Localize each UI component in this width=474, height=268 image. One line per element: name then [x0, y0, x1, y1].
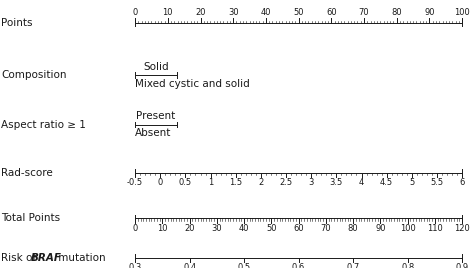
Text: 100: 100 — [454, 8, 470, 17]
Text: 0.6: 0.6 — [292, 263, 305, 268]
Text: 6: 6 — [459, 178, 465, 187]
Text: -0.5: -0.5 — [127, 178, 143, 187]
Text: 50: 50 — [293, 8, 304, 17]
Text: 60: 60 — [326, 8, 337, 17]
Text: Risk of: Risk of — [1, 253, 39, 263]
Text: Absent: Absent — [135, 128, 172, 138]
Text: 60: 60 — [293, 224, 304, 233]
Text: 0.5: 0.5 — [237, 263, 251, 268]
Text: 90: 90 — [375, 224, 386, 233]
Text: Total Points: Total Points — [1, 213, 60, 224]
Text: 80: 80 — [392, 8, 402, 17]
Text: 20: 20 — [195, 8, 206, 17]
Text: 0: 0 — [132, 224, 138, 233]
Text: Points: Points — [1, 18, 32, 28]
Text: 100: 100 — [400, 224, 416, 233]
Text: 5: 5 — [409, 178, 414, 187]
Text: BRAF: BRAF — [30, 253, 61, 263]
Text: 0.4: 0.4 — [183, 263, 196, 268]
Text: 70: 70 — [320, 224, 331, 233]
Text: Mixed cystic and solid: Mixed cystic and solid — [135, 79, 250, 88]
Text: 30: 30 — [228, 8, 238, 17]
Text: 70: 70 — [359, 8, 369, 17]
Text: 2.5: 2.5 — [280, 178, 292, 187]
Text: Rad-score: Rad-score — [1, 168, 53, 178]
Text: 0: 0 — [132, 8, 138, 17]
Text: 4: 4 — [359, 178, 364, 187]
Text: 90: 90 — [424, 8, 435, 17]
Text: 0: 0 — [158, 178, 163, 187]
Text: 3: 3 — [309, 178, 314, 187]
Text: 1.5: 1.5 — [229, 178, 242, 187]
Text: 40: 40 — [239, 224, 249, 233]
Text: 80: 80 — [348, 224, 358, 233]
Text: 20: 20 — [184, 224, 195, 233]
Text: 10: 10 — [163, 8, 173, 17]
Text: 0.3: 0.3 — [128, 263, 142, 268]
Text: Present: Present — [137, 111, 176, 121]
Text: 0.7: 0.7 — [346, 263, 360, 268]
Text: 30: 30 — [211, 224, 222, 233]
Text: Solid: Solid — [143, 62, 169, 72]
Text: Composition: Composition — [1, 70, 66, 80]
Text: 40: 40 — [261, 8, 271, 17]
Text: 3.5: 3.5 — [330, 178, 343, 187]
Text: 110: 110 — [427, 224, 443, 233]
Text: 0.5: 0.5 — [179, 178, 192, 187]
Text: Aspect ratio ≥ 1: Aspect ratio ≥ 1 — [1, 120, 86, 130]
Text: mutation: mutation — [55, 253, 106, 263]
Text: 10: 10 — [157, 224, 168, 233]
Text: 1: 1 — [208, 178, 213, 187]
Text: 120: 120 — [454, 224, 470, 233]
Text: 2: 2 — [258, 178, 264, 187]
Text: 4.5: 4.5 — [380, 178, 393, 187]
Text: 0.9: 0.9 — [456, 263, 469, 268]
Text: 0.8: 0.8 — [401, 263, 414, 268]
Text: 50: 50 — [266, 224, 277, 233]
Text: 5.5: 5.5 — [430, 178, 444, 187]
